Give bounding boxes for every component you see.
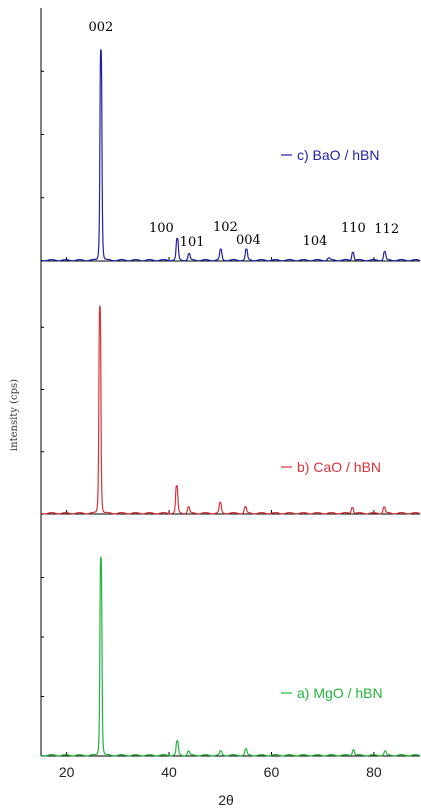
series-line bbox=[40, 304, 421, 515]
peak-label: 002 bbox=[89, 20, 114, 35]
x-axis-label: 2θ bbox=[218, 792, 234, 808]
x-tick-label: 60 bbox=[264, 764, 280, 780]
peak-label: 101 bbox=[180, 235, 205, 250]
x-tick-label: 20 bbox=[59, 764, 75, 780]
peak-label: 104 bbox=[303, 234, 328, 249]
peak-label: 100 bbox=[149, 221, 174, 236]
series-line bbox=[40, 48, 421, 262]
peak-label: 102 bbox=[213, 220, 238, 235]
y-axis-label: intensity (cps) bbox=[9, 379, 20, 451]
legend-label: c) BaO / hBN bbox=[297, 147, 379, 163]
legend-label: a) MgO / hBN bbox=[297, 685, 383, 701]
x-tick-label: 40 bbox=[161, 764, 177, 780]
peak-label: 004 bbox=[236, 233, 261, 248]
series-layer bbox=[40, 48, 421, 757]
axes bbox=[40, 8, 420, 757]
series-line bbox=[40, 556, 421, 757]
legend-label: b) CaO / hBN bbox=[297, 459, 381, 475]
peak-label: 110 bbox=[341, 221, 366, 236]
x-tick-label: 80 bbox=[366, 764, 382, 780]
peak-label: 112 bbox=[374, 222, 399, 237]
